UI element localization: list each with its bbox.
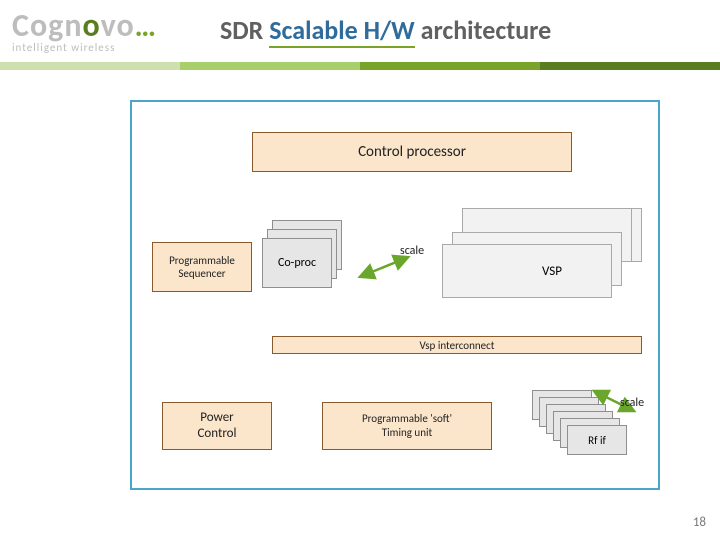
vsp-interconnect-block: Vsp interconnect	[272, 336, 642, 354]
slide-title: SDR Scalable H/W architecture	[220, 14, 551, 48]
logo-text: Cognovo…	[12, 6, 154, 45]
coproc-stack: Co-proc	[262, 220, 342, 288]
logo: Cognovo… intelligent wireless	[12, 6, 154, 54]
power-control-block: Power Control	[162, 402, 272, 450]
vsp-card-front: VSP	[442, 244, 612, 298]
timing-unit-block: Programmable 'soft' Timing unit	[322, 402, 492, 450]
coproc-card-front: Co-proc	[262, 238, 332, 288]
rf-card-front: Rf if	[567, 425, 627, 455]
control-processor-block: Control processor	[252, 132, 572, 172]
page-number: 18	[693, 515, 706, 530]
scale-label: scale	[620, 396, 644, 410]
programmable-sequencer-block: Programmable Sequencer	[152, 242, 252, 292]
diagram-frame: Control processor Programmable Sequencer…	[130, 100, 660, 490]
decor-strip	[0, 56, 720, 64]
scale-label: scale	[400, 244, 424, 258]
vsp-stack: VSP	[442, 208, 642, 298]
slide: Cognovo… intelligent wireless SDR Scalab…	[0, 0, 720, 540]
